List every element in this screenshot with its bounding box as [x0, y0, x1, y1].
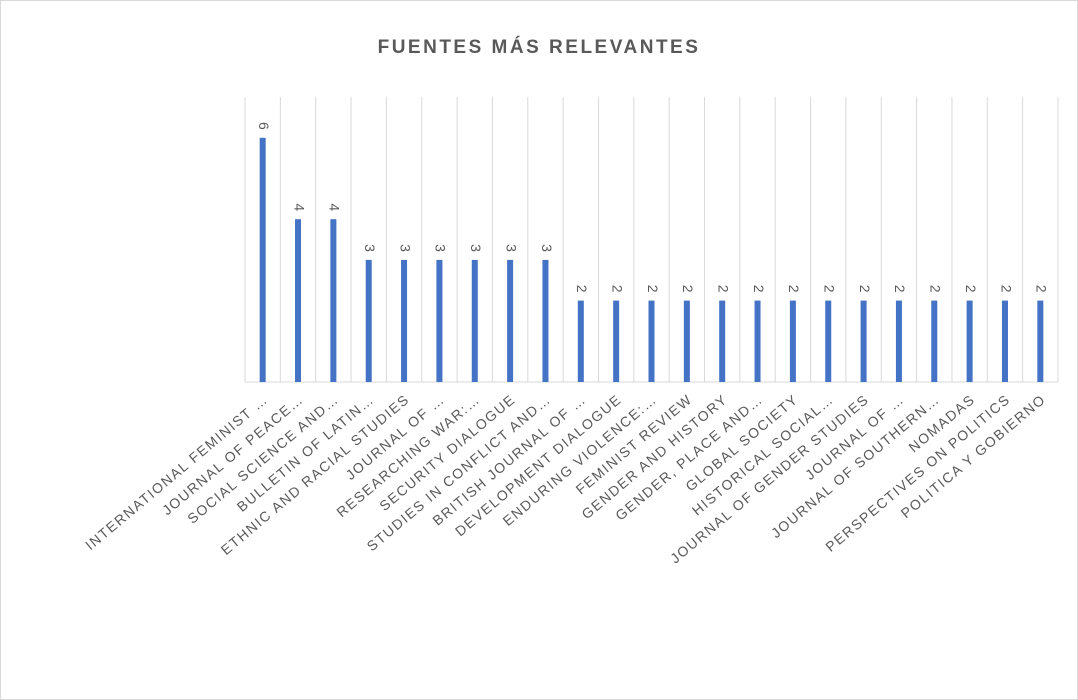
bar	[648, 300, 655, 382]
data-label: 3	[433, 244, 449, 252]
data-label: 2	[963, 285, 979, 293]
data-label: 6	[256, 122, 272, 130]
data-label: 3	[397, 244, 413, 252]
bar	[577, 300, 584, 382]
data-label: 2	[998, 285, 1014, 293]
bar	[259, 137, 266, 382]
data-label: 2	[609, 285, 625, 293]
data-label: 2	[822, 285, 838, 293]
data-label: 2	[645, 285, 661, 293]
bar	[471, 259, 478, 382]
bar	[613, 300, 620, 382]
bar	[1001, 300, 1008, 382]
data-label: 3	[539, 244, 555, 252]
data-label: 2	[1034, 285, 1050, 293]
bar	[401, 259, 408, 382]
bar	[719, 300, 726, 382]
data-label: 3	[503, 244, 519, 252]
bar	[330, 219, 337, 382]
data-label: 2	[751, 285, 767, 293]
data-label: 2	[680, 285, 696, 293]
bar	[789, 300, 796, 382]
chart-title: FUENTES MÁS RELEVANTES	[378, 36, 701, 58]
bar	[895, 300, 902, 382]
bar	[966, 300, 973, 382]
bar	[825, 300, 832, 382]
data-label: 2	[786, 285, 802, 293]
data-label: 2	[928, 285, 944, 293]
data-label: 2	[892, 285, 908, 293]
data-label: 4	[291, 203, 307, 211]
bar	[436, 259, 443, 382]
bar	[860, 300, 867, 382]
data-label: 2	[857, 285, 873, 293]
bar	[295, 219, 302, 382]
bar	[507, 259, 514, 382]
bar	[754, 300, 761, 382]
data-label: 2	[715, 285, 731, 293]
bar	[365, 259, 372, 382]
bar	[683, 300, 690, 382]
data-label: 3	[362, 244, 378, 252]
data-label: 4	[327, 203, 343, 211]
bar	[542, 259, 549, 382]
data-label: 3	[468, 244, 484, 252]
bar	[1037, 300, 1044, 382]
bar	[931, 300, 938, 382]
data-label: 2	[574, 285, 590, 293]
